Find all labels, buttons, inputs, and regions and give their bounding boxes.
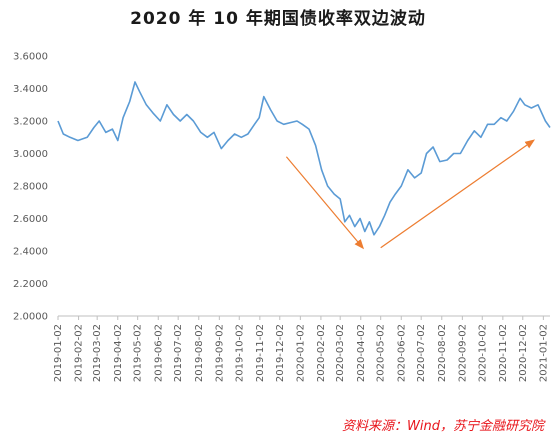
y-tick-label: 2.4000: [13, 247, 48, 258]
x-tick-label: 2019-05-02: [133, 324, 144, 382]
x-tick-label: 2020-02-02: [316, 324, 327, 382]
x-tick-label: 2020-05-02: [376, 324, 387, 382]
source-note: 资料来源：Wind，苏宁金融研究院: [342, 419, 544, 434]
x-tick-label: 2020-09-02: [457, 324, 468, 382]
x-tick-label: 2019-01-02: [53, 324, 64, 382]
y-tick-label: 2.6000: [13, 214, 48, 225]
x-tick-label: 2020-12-02: [518, 324, 529, 382]
x-tick-label: 2021-01-02: [538, 324, 549, 382]
x-tick-label: 2019-10-02: [234, 324, 245, 382]
x-tick-label: 2019-02-02: [74, 324, 85, 382]
x-tick-label: 2020-07-02: [416, 324, 427, 382]
x-tick-label: 2020-01-02: [295, 324, 306, 382]
x-tick-label: 2020-08-02: [437, 324, 448, 382]
x-tick-label: 2019-06-02: [153, 324, 164, 382]
series-line: [57, 81, 551, 236]
y-tick-label: 2.8000: [13, 182, 48, 193]
x-tick-label: 2019-03-02: [92, 324, 103, 382]
x-tick-label: 2020-03-02: [335, 324, 346, 382]
x-tick-label: 2020-10-02: [477, 324, 488, 382]
x-tick-label: 2019-04-02: [113, 324, 124, 382]
x-tick-label: 2019-08-02: [194, 324, 205, 382]
y-tick-label: 3.6000: [13, 52, 48, 63]
x-tick-label: 2019-07-02: [173, 324, 184, 382]
x-tick-label: 2019-11-02: [255, 324, 266, 382]
trend-arrow: [285, 156, 365, 250]
x-tick-label: 2019-12-02: [275, 324, 286, 382]
x-axis: 2019-01-02 2019-02-02 2019-03-02 2019-04-02…: [53, 315, 550, 382]
y-tick-label: 2.0000: [13, 312, 48, 323]
y-tick-label: 2.2000: [13, 279, 48, 290]
x-tick-label: 2019-09-02: [214, 324, 225, 382]
x-tick-label: 2020-11-02: [498, 324, 509, 382]
y-tick-label: 3.0000: [13, 149, 48, 160]
trend-arrow: [380, 139, 536, 249]
y-tick-label: 3.2000: [13, 117, 48, 128]
y-tick-label: 3.4000: [13, 84, 48, 95]
x-tick-label: 2020-04-02: [356, 324, 367, 382]
series-layer: [57, 81, 551, 236]
chart-title: 2020 年 10 年期国债收率双边波动: [130, 9, 426, 29]
annotation-layer: [285, 139, 536, 250]
x-tick-label: 2020-06-02: [396, 324, 407, 382]
y-axis: 2.0000 2.2000 2.4000 2.6000 2.8000 3.0000 3.20…: [13, 52, 48, 323]
